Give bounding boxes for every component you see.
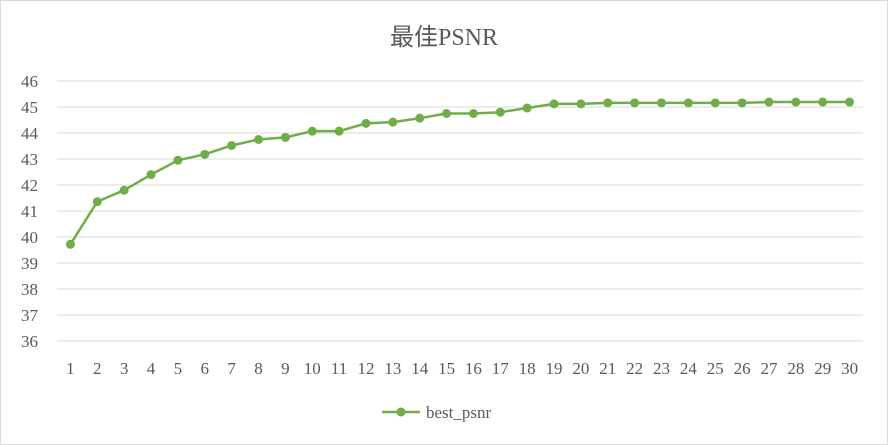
data-point[interactable] <box>522 103 532 113</box>
x-tick-label: 25 <box>707 359 724 378</box>
x-tick-label: 11 <box>331 359 347 378</box>
y-tick-label: 42 <box>21 176 38 195</box>
data-point[interactable] <box>173 155 183 165</box>
x-tick-label: 17 <box>492 359 510 378</box>
x-tick-label: 29 <box>814 359 831 378</box>
x-tick-label: 26 <box>734 359 751 378</box>
y-tick-label: 46 <box>21 72 38 91</box>
y-tick-label: 40 <box>21 228 38 247</box>
legend-label: best_psnr <box>426 403 492 422</box>
data-point[interactable] <box>549 99 559 109</box>
y-tick-label: 45 <box>21 98 38 117</box>
x-tick-label: 20 <box>572 359 589 378</box>
x-tick-label: 16 <box>465 359 482 378</box>
x-tick-label: 19 <box>546 359 563 378</box>
y-tick-label: 37 <box>21 306 39 325</box>
y-tick-label: 39 <box>21 254 38 273</box>
chart-title: 最佳PSNR <box>390 24 498 51</box>
data-point[interactable] <box>254 135 263 144</box>
x-tick-label: 14 <box>411 359 429 378</box>
data-point[interactable] <box>119 185 129 195</box>
data-point[interactable] <box>361 118 371 128</box>
x-tick-label: 5 <box>174 359 183 378</box>
x-tick-label: 22 <box>626 359 643 378</box>
x-tick-label: 24 <box>680 359 698 378</box>
legend[interactable]: best_psnr <box>382 403 492 422</box>
x-tick-label: 1 <box>66 359 75 378</box>
x-tick-label: 13 <box>384 359 401 378</box>
x-tick-label: 6 <box>201 359 210 378</box>
data-point[interactable] <box>576 99 586 109</box>
series-line-best_psnr <box>69 100 850 245</box>
x-tick-label: 23 <box>653 359 670 378</box>
x-tick-label: 27 <box>760 359 778 378</box>
x-tick-label: 3 <box>120 359 129 378</box>
x-tick-label: 21 <box>599 359 616 378</box>
data-point[interactable] <box>710 98 720 108</box>
y-tick-label: 38 <box>21 280 38 299</box>
x-axis-ticks: 1 2 3 4 5 6 7 8 9 10 11 12 13 14 15 16 17 18 19 20 21 22 23 24 2… <box>66 359 858 378</box>
data-point[interactable] <box>200 149 210 159</box>
data-point[interactable] <box>603 98 613 108</box>
y-tick-label: 36 <box>21 332 38 351</box>
data-point[interactable] <box>442 109 452 118</box>
y-tick-label: 41 <box>21 202 38 221</box>
x-tick-label: 30 <box>841 359 858 378</box>
x-tick-label: 7 <box>227 359 236 378</box>
data-point[interactable] <box>280 132 290 142</box>
gridlines <box>57 80 863 342</box>
x-tick-label: 9 <box>281 359 290 378</box>
data-point[interactable] <box>657 98 666 108</box>
data-point[interactable] <box>737 98 747 108</box>
data-point[interactable] <box>65 239 75 249</box>
legend-marker-swatch <box>396 407 406 417</box>
x-tick-label: 2 <box>93 359 102 378</box>
x-tick-label: 10 <box>304 359 321 378</box>
data-point[interactable] <box>495 107 505 117</box>
data-point[interactable] <box>845 97 855 107</box>
y-tick-label: 43 <box>21 150 38 169</box>
data-point[interactable] <box>415 113 425 123</box>
x-tick-label: 18 <box>519 359 536 378</box>
data-point[interactable] <box>764 97 774 107</box>
y-tick-label: 44 <box>21 124 39 143</box>
data-point[interactable] <box>227 140 237 150</box>
data-point[interactable] <box>388 117 398 127</box>
y-axis-ticks: 36 37 38 39 40 41 42 43 44 45 46 <box>21 72 39 351</box>
x-tick-label: 12 <box>357 359 374 378</box>
x-tick-label: 8 <box>254 359 263 378</box>
data-point[interactable] <box>334 126 344 136</box>
data-point[interactable] <box>818 97 828 107</box>
data-point[interactable] <box>791 97 801 107</box>
data-point[interactable] <box>307 126 317 136</box>
data-point[interactable] <box>468 109 478 118</box>
x-tick-label: 15 <box>438 359 455 378</box>
x-tick-label: 28 <box>787 359 804 378</box>
x-tick-label: 4 <box>147 359 156 378</box>
data-point[interactable] <box>630 98 640 108</box>
data-point[interactable] <box>146 170 156 180</box>
series-group <box>65 97 855 249</box>
data-point[interactable] <box>683 98 693 108</box>
data-point[interactable] <box>92 197 102 207</box>
